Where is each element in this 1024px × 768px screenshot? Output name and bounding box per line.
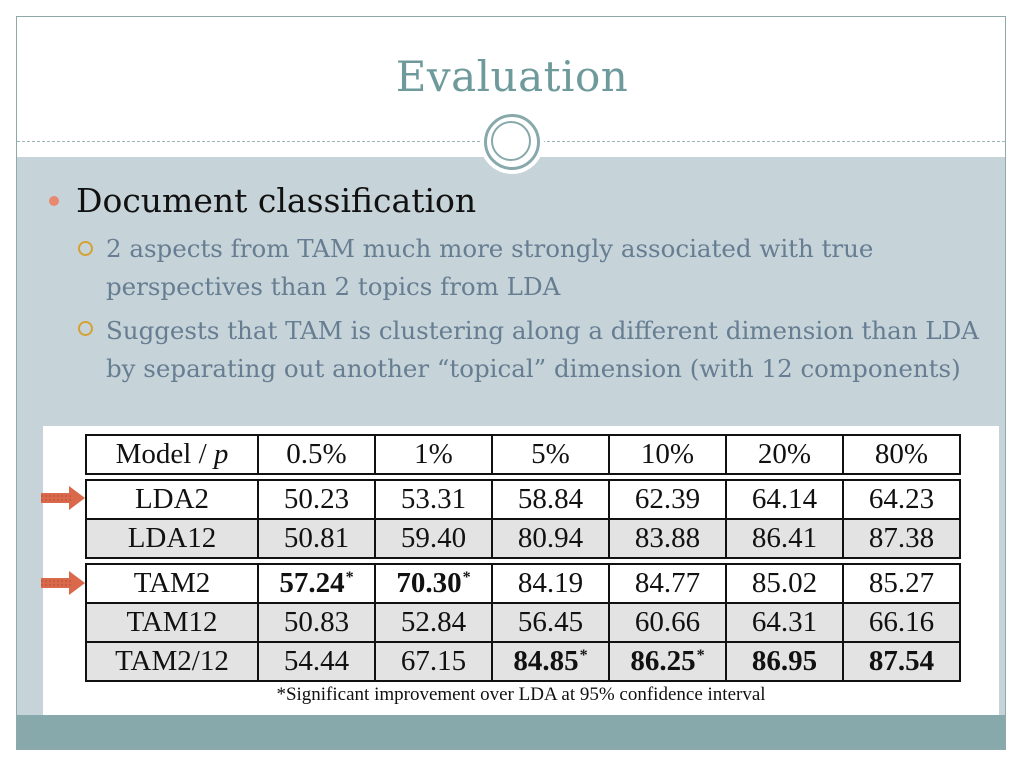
value-cell-significant: 57.24* — [257, 563, 376, 604]
table-header-row: Model / p 0.5% 1% 5% 10% 20% 80% — [85, 434, 961, 475]
value-cell: 87.38 — [842, 518, 961, 559]
table-row: TAM2 57.24* 70.30* 84.19 84.77 85.02 85.… — [85, 563, 961, 604]
sub-bullet-2: Suggests that TAM is clustering along a … — [106, 316, 979, 383]
value-cell: 54.44 — [257, 641, 376, 682]
footer-bar — [17, 715, 1005, 749]
value-cell-best: 86.95 — [725, 641, 844, 682]
highlight-arrow-icon — [41, 571, 85, 595]
header-cell: 1% — [374, 434, 493, 475]
table-row: LDA12 50.81 59.40 80.94 83.88 86.41 87.3… — [85, 518, 961, 559]
sub-bullet-1: 2 aspects from TAM much more strongly as… — [106, 234, 874, 301]
model-cell: LDA2 — [85, 479, 259, 520]
value-text: 84.85 — [513, 645, 579, 677]
value-cell: 50.81 — [257, 518, 376, 559]
table-row: LDA2 50.23 53.31 58.84 62.39 64.14 64.23 — [85, 479, 961, 520]
value-cell-significant: 84.85* — [491, 641, 610, 682]
bullet-dot-icon — [49, 196, 59, 206]
value-text: 86.25 — [630, 645, 696, 677]
value-cell: 67.15 — [374, 641, 493, 682]
value-cell: 58.84 — [491, 479, 610, 520]
value-cell-significant: 70.30* — [374, 563, 493, 604]
significance-star: * — [345, 569, 354, 586]
value-cell: 85.27 — [842, 563, 961, 604]
slide-frame — [16, 16, 1006, 750]
value-cell: 53.31 — [374, 479, 493, 520]
slide-title: Evaluation — [395, 52, 629, 101]
tam-table: TAM2 57.24* 70.30* 84.19 84.77 85.02 85.… — [85, 563, 961, 682]
value-cell: 83.88 — [608, 518, 727, 559]
header-table: Model / p 0.5% 1% 5% 10% 20% 80% — [85, 434, 961, 475]
value-cell-significant: 86.25* — [608, 641, 727, 682]
significance-star: * — [462, 569, 471, 586]
model-cell: TAM2/12 — [85, 641, 259, 682]
circle-ornament-icon — [484, 114, 540, 170]
sub-bullet-circle-icon — [78, 241, 93, 256]
value-cell: 50.23 — [257, 479, 376, 520]
value-text: 70.30 — [396, 567, 462, 599]
value-cell: 84.19 — [491, 563, 610, 604]
value-cell: 59.40 — [374, 518, 493, 559]
header-cell: 80% — [842, 434, 961, 475]
highlight-arrow-icon — [41, 486, 85, 510]
value-cell: 56.45 — [491, 602, 610, 643]
model-cell: TAM12 — [85, 602, 259, 643]
header-cell: 0.5% — [257, 434, 376, 475]
header-cell: 5% — [491, 434, 610, 475]
value-cell: 80.94 — [491, 518, 610, 559]
value-cell: 66.16 — [842, 602, 961, 643]
lda-table: LDA2 50.23 53.31 58.84 62.39 64.14 64.23… — [85, 479, 961, 559]
main-bullet: Document classification — [76, 181, 477, 220]
value-cell: 50.83 — [257, 602, 376, 643]
table-footnote: *Significant improvement over LDA at 95%… — [276, 684, 766, 705]
value-text: 57.24 — [279, 567, 345, 599]
value-cell: 86.41 — [725, 518, 844, 559]
significance-star: * — [579, 647, 588, 664]
value-cell: 52.84 — [374, 602, 493, 643]
header-cell: 10% — [608, 434, 727, 475]
value-cell: 84.77 — [608, 563, 727, 604]
value-cell: 64.14 — [725, 479, 844, 520]
header-cell: 20% — [725, 434, 844, 475]
value-cell-best: 87.54 — [842, 641, 961, 682]
model-cell: TAM2 — [85, 563, 259, 604]
header-cell: Model / p — [85, 434, 259, 475]
table-row: TAM12 50.83 52.84 56.45 60.66 64.31 66.1… — [85, 602, 961, 643]
model-cell: LDA12 — [85, 518, 259, 559]
value-cell: 60.66 — [608, 602, 727, 643]
sub-bullet-circle-icon — [78, 321, 93, 336]
value-cell: 62.39 — [608, 479, 727, 520]
value-cell: 64.23 — [842, 479, 961, 520]
value-cell: 85.02 — [725, 563, 844, 604]
value-cell: 64.31 — [725, 602, 844, 643]
significance-star: * — [696, 647, 705, 664]
table-row: TAM2/12 54.44 67.15 84.85* 86.25* 86.95 … — [85, 641, 961, 682]
